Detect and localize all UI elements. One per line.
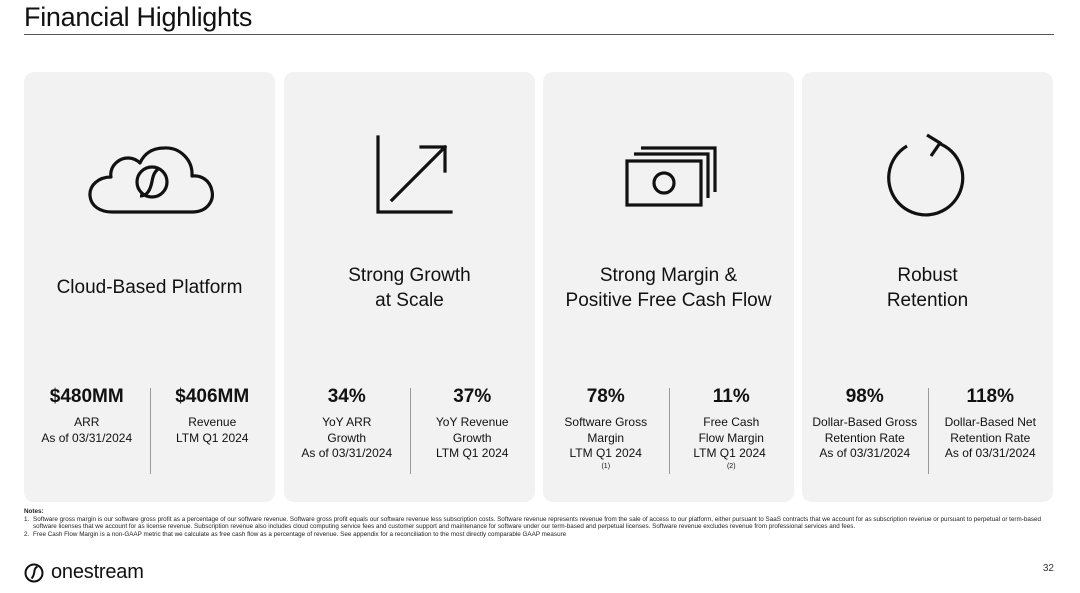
- card-robust-retention: Robust Retention 98% Dollar-Based Gross …: [802, 72, 1053, 502]
- metrics-row: 98% Dollar-Based Gross Retention Rate As…: [802, 384, 1053, 476]
- metric-value: $480MM: [49, 386, 124, 407]
- cash-icon: [543, 132, 794, 222]
- metric-gross-retention-rate: 98% Dollar-Based Gross Retention Rate As…: [802, 384, 928, 476]
- footnotes: Notes: 1. Software gross margin is our s…: [24, 508, 1054, 538]
- card-strong-margin: Strong Margin & Positive Free Cash Flow …: [543, 72, 794, 502]
- metric-value: 34%: [327, 386, 366, 407]
- metric-value: 37%: [453, 386, 492, 407]
- card-heading: Strong Growth at Scale: [348, 265, 471, 311]
- metric-net-retention-rate: 118% Dollar-Based Net Retention Rate As …: [927, 384, 1054, 476]
- growth-arrow-icon: [284, 132, 535, 222]
- notes-title: Notes:: [24, 508, 44, 515]
- metric-value: $406MM: [175, 386, 250, 407]
- metric-value: 118%: [966, 386, 1015, 407]
- metric-label: Dollar-Based Gross Retention Rate As of …: [812, 415, 918, 460]
- metric-label: Software Gross Margin LTM Q1 2024 (1): [564, 415, 648, 470]
- footnote-marker: (2): [726, 462, 736, 470]
- metric-value: 11%: [712, 386, 750, 407]
- metrics-row: 78% Software Gross Margin LTM Q1 2024 (1)…: [543, 384, 794, 476]
- footnote-marker: (1): [601, 462, 611, 470]
- metric-value: 98%: [845, 386, 884, 407]
- title-divider: [24, 34, 1054, 35]
- metric-yoy-arr-growth: 34% YoY ARR Growth As of 03/31/2024: [284, 384, 410, 476]
- card-heading: Cloud-Based Platform: [56, 277, 243, 298]
- metric-free-cash-flow-margin: 11% Free Cash Flow Margin LTM Q1 2024 (2…: [668, 384, 795, 476]
- card-strong-growth: Strong Growth at Scale 34% YoY ARR Growt…: [284, 72, 535, 502]
- metric-revenue: $406MM Revenue LTM Q1 2024: [149, 384, 276, 476]
- metric-label: ARR As of 03/31/2024: [41, 415, 133, 445]
- metric-label: Dollar-Based Net Retention Rate As of 03…: [944, 415, 1036, 460]
- metric-label: Revenue LTM Q1 2024: [176, 415, 249, 445]
- logo-wordmark: onestream: [51, 561, 144, 583]
- metric-yoy-revenue-growth: 37% YoY Revenue Growth LTM Q1 2024: [409, 384, 536, 476]
- page-number: 32: [1042, 563, 1054, 574]
- retention-arrow-icon: [802, 132, 1053, 222]
- metric-label: YoY Revenue Growth LTM Q1 2024: [435, 415, 509, 460]
- footnote-2: 2. Free Cash Flow Margin is a non-GAAP m…: [24, 530, 567, 538]
- metric-label: YoY ARR Growth As of 03/31/2024: [301, 415, 393, 460]
- card-heading: Strong Margin & Positive Free Cash Flow: [565, 265, 772, 311]
- card-cloud-platform: Cloud-Based Platform $480MM ARR As of 03…: [24, 72, 275, 502]
- card-heading: Robust Retention: [886, 265, 969, 311]
- metrics-row: $480MM ARR As of 03/31/2024 $406MM Reven…: [24, 384, 275, 476]
- metric-software-gross-margin: 78% Software Gross Margin LTM Q1 2024 (1): [543, 384, 669, 476]
- metric-arr: $480MM ARR As of 03/31/2024: [24, 384, 150, 476]
- cloud-icon: [24, 132, 275, 222]
- metric-value: 78%: [586, 386, 625, 407]
- footnote-1: 1. Software gross margin is our software…: [24, 515, 1042, 531]
- onestream-logo: onestream: [24, 561, 144, 584]
- page-title: Financial Highlights: [24, 2, 253, 32]
- onestream-logo-icon: [24, 563, 44, 582]
- metrics-row: 34% YoY ARR Growth As of 03/31/2024 37% …: [284, 384, 535, 476]
- metric-label: Free Cash Flow Margin LTM Q1 2024 (2): [693, 415, 770, 470]
